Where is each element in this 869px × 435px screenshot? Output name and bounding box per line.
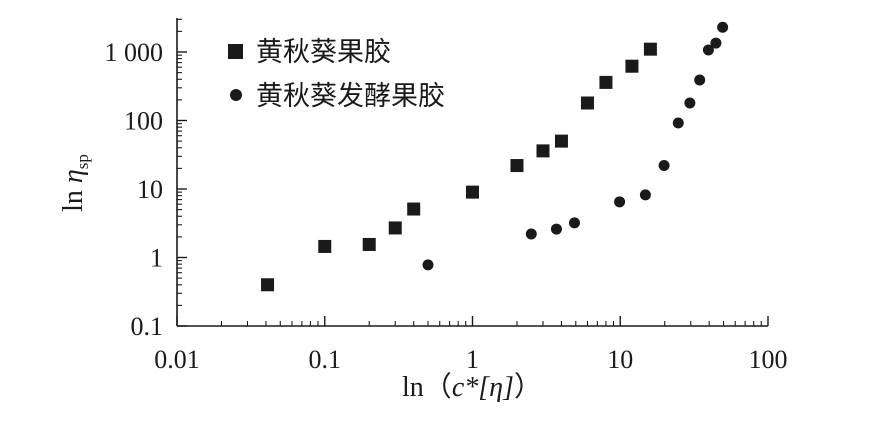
data-point-square (580, 96, 594, 110)
data-point-circle (710, 37, 722, 49)
legend-label-series-2: 黄秋葵发酵果胶 (256, 81, 445, 112)
x-axis-title-var: c*[η] (452, 372, 514, 403)
data-point-square (466, 185, 479, 199)
axes-layer: 0.01 0.1 1 10 100 0.1 1 10 100 1 000 (105, 18, 788, 374)
y-axis-title-sub: sp (73, 154, 92, 169)
data-point-circle (568, 217, 580, 229)
y-axis-title-prefix: ln (58, 183, 89, 212)
y-axis-title: ln ηsp (58, 154, 92, 212)
x-tick-label: 100 (749, 345, 788, 374)
x-tick-label: 0.01 (154, 345, 200, 374)
y-tick-label: 1 (150, 244, 163, 273)
data-point-circle (422, 259, 434, 271)
data-point-square (510, 159, 524, 173)
data-point-circle (672, 117, 684, 129)
x-axis-title-suffix: ） (514, 371, 542, 403)
data-point-square (536, 144, 550, 158)
legend-label-series-1: 黄秋葵果胶 (256, 37, 391, 68)
x-tick-label: 10 (607, 345, 633, 374)
y-tick-label: 1 000 (105, 38, 164, 67)
y-tick-label: 100 (124, 107, 163, 136)
legend-item-squares: 黄秋葵果胶 (228, 37, 391, 68)
data-point-circle (639, 189, 651, 201)
data-point-circle (717, 21, 729, 33)
data-point-square (261, 278, 275, 292)
data-point-circle (525, 228, 537, 240)
y-axis-title-var: η (58, 169, 89, 183)
data-point-circle (658, 160, 670, 172)
x-tick-label: 0.1 (309, 345, 342, 374)
data-point-circle (702, 44, 714, 56)
legend-item-circles: 黄秋葵发酵果胶 (230, 81, 445, 112)
data-point-square (625, 59, 639, 73)
data-point-square (318, 239, 332, 253)
x-tick-label: 1 (466, 345, 479, 374)
y-tick-label: 0.1 (131, 312, 164, 341)
marks-layer (261, 21, 729, 292)
data-point-square (554, 134, 568, 148)
x-axis-title: ln（c*[η]） (402, 371, 542, 403)
data-point-circle (614, 196, 626, 208)
data-point-circle (684, 97, 696, 109)
data-point-circle (550, 223, 562, 235)
legend: 黄秋葵果胶 黄秋葵发酵果胶 (228, 37, 445, 112)
data-point-square (643, 42, 657, 56)
legend-circle-marker (230, 89, 242, 101)
x-axis-title-prefix: ln（ (402, 371, 452, 403)
data-point-square (362, 237, 376, 251)
data-point-square (599, 75, 613, 89)
data-point-square (407, 202, 421, 216)
data-point-circle (694, 74, 706, 86)
legend-square-marker (228, 44, 243, 59)
data-point-square (388, 221, 402, 235)
y-tick-label: 10 (137, 175, 163, 204)
